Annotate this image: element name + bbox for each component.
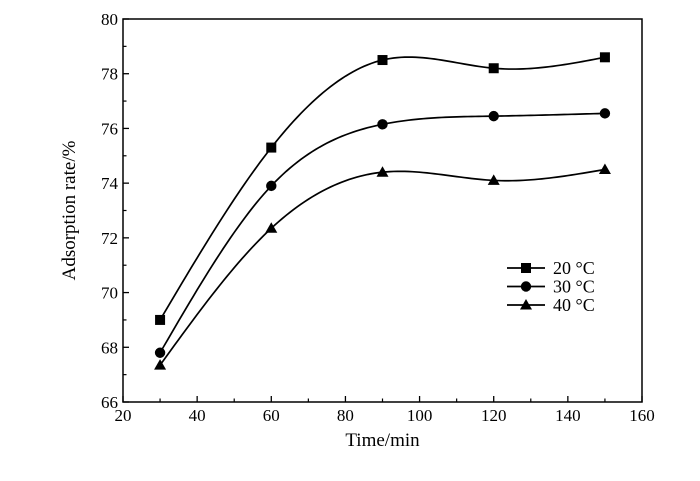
x-axis-label: Time/min	[345, 430, 420, 451]
y-axis-label: Adsorption rate/%	[59, 140, 80, 280]
data-point	[154, 347, 166, 358]
legend-label: 40 °C	[553, 295, 595, 315]
data-point	[266, 180, 277, 192]
data-point	[266, 142, 277, 153]
data-point	[488, 63, 499, 74]
data-point	[599, 52, 610, 63]
y-tick-label: 68	[101, 338, 118, 357]
data-point	[599, 108, 611, 119]
y-tick-label: 72	[101, 229, 118, 248]
legend-label: 20 °C	[553, 258, 595, 278]
x-tick-label: 20	[115, 406, 132, 425]
y-tick-label: 76	[101, 119, 118, 138]
series-1	[155, 52, 610, 325]
data-point	[377, 119, 388, 130]
legend: 20 °C30 °C40 °C	[507, 258, 595, 315]
x-tick-label: 140	[555, 406, 581, 425]
x-tick-label: 40	[189, 406, 206, 425]
x-tick-label: 120	[481, 406, 507, 425]
data-point	[487, 174, 500, 185]
series-line	[159, 56, 606, 321]
y-axis-ticks: 66 68 70 72 74 76 78 80	[101, 10, 129, 412]
plot-border	[122, 18, 643, 403]
series-line	[159, 112, 605, 354]
x-tick-label: 80	[337, 406, 354, 425]
legend-marker	[521, 263, 531, 273]
x-tick-label: 100	[407, 406, 433, 425]
data-point	[155, 314, 166, 325]
x-axis-ticks: 20 40 60 80 100 120 140 160	[115, 396, 655, 425]
y-tick-label: 74	[101, 174, 119, 193]
series-3	[154, 163, 611, 370]
legend-marker	[520, 281, 532, 292]
series-2	[154, 108, 611, 358]
plot-frame	[122, 18, 643, 403]
y-tick-label: 70	[101, 284, 118, 303]
y-tick-label: 66	[101, 393, 118, 412]
legend-marker	[520, 299, 532, 310]
data-point	[265, 222, 278, 233]
data-point	[598, 163, 611, 174]
data-point	[488, 110, 499, 122]
y-tick-label: 80	[101, 10, 118, 29]
data-point	[376, 166, 389, 177]
data-point	[377, 55, 388, 66]
series-layer	[154, 52, 611, 370]
y-tick-label: 78	[101, 65, 118, 84]
data-point	[154, 359, 167, 370]
x-tick-label: 160	[629, 406, 655, 425]
x-tick-label: 60	[263, 406, 280, 425]
legend-label: 30 °C	[553, 277, 595, 297]
